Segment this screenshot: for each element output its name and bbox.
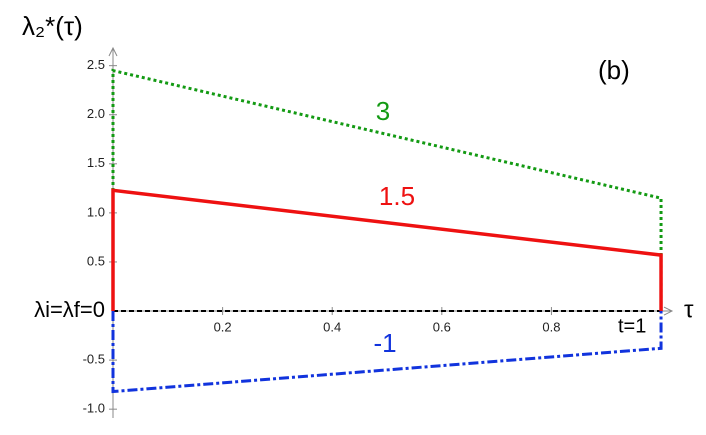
end-label: t=1 xyxy=(618,315,646,337)
x-tick-label: 0.4 xyxy=(323,319,341,334)
series-line xyxy=(111,311,663,394)
series-label: 3 xyxy=(376,96,390,126)
panel-label: (b) xyxy=(598,55,630,85)
x-axis-arrow xyxy=(663,306,674,316)
x-tick-label: 0.2 xyxy=(214,319,232,334)
series-label: 1.5 xyxy=(379,181,415,211)
y-tick-label: 1.5 xyxy=(87,155,105,170)
y-tick-label: 1.0 xyxy=(87,204,105,219)
y-axis-arrow xyxy=(108,46,118,57)
y-tick-label: -1.0 xyxy=(83,401,105,416)
series-line xyxy=(111,188,663,312)
y-tick-label: 2.5 xyxy=(87,57,105,72)
y-tick-label: 0.5 xyxy=(87,253,105,268)
y-tick-label: -0.5 xyxy=(83,352,105,367)
series-label: -1 xyxy=(373,328,396,358)
x-axis-title: τ xyxy=(684,296,694,323)
y-axis-title: λ₂*(τ) xyxy=(22,11,83,41)
x-tick-label: 0.8 xyxy=(542,319,560,334)
y-tick-label: 2.0 xyxy=(87,106,105,121)
x-tick-label: 0.6 xyxy=(433,319,451,334)
origin-label: λi=λf=0 xyxy=(34,297,105,322)
